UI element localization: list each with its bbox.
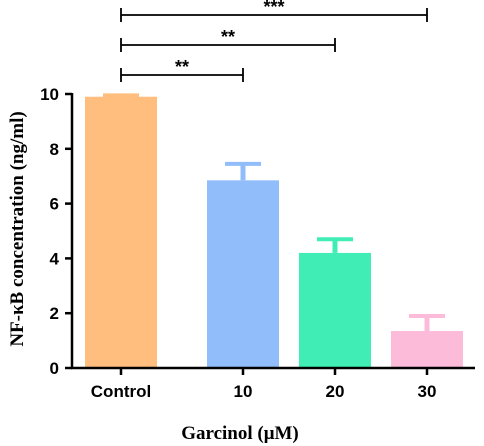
- x-axis-title: Garcinol (μM): [181, 423, 299, 444]
- significance-label: **: [175, 57, 189, 77]
- error-bars-layer: [103, 93, 445, 332]
- y-tick-label: 0: [50, 359, 59, 378]
- bar: [391, 331, 463, 368]
- axes-layer: [70, 93, 475, 370]
- significance-label: **: [221, 27, 235, 47]
- x-tick-label: 10: [234, 382, 253, 401]
- y-tick-label: 4: [50, 249, 60, 268]
- y-ticks-layer: 0 2 4 6 8 10: [40, 85, 72, 378]
- bar: [207, 180, 279, 368]
- y-tick-label: 2: [50, 304, 59, 323]
- significance-layer: *******: [120, 0, 428, 82]
- y-axis-title: NF-κB concentration (ng/ml): [7, 111, 28, 346]
- y-tick-label: 8: [50, 140, 59, 159]
- bar: [299, 252, 371, 368]
- y-tick-label: 6: [50, 195, 59, 214]
- bar: [85, 96, 157, 369]
- y-tick-label: 10: [40, 85, 59, 104]
- x-tick-label: Control: [91, 382, 151, 401]
- x-tick-label: 20: [326, 382, 345, 401]
- x-tick-label: 30: [418, 382, 437, 401]
- significance-label: ***: [263, 0, 284, 17]
- x-ticks-layer: Control 10 20 30: [91, 368, 437, 401]
- bars-layer: [85, 96, 463, 369]
